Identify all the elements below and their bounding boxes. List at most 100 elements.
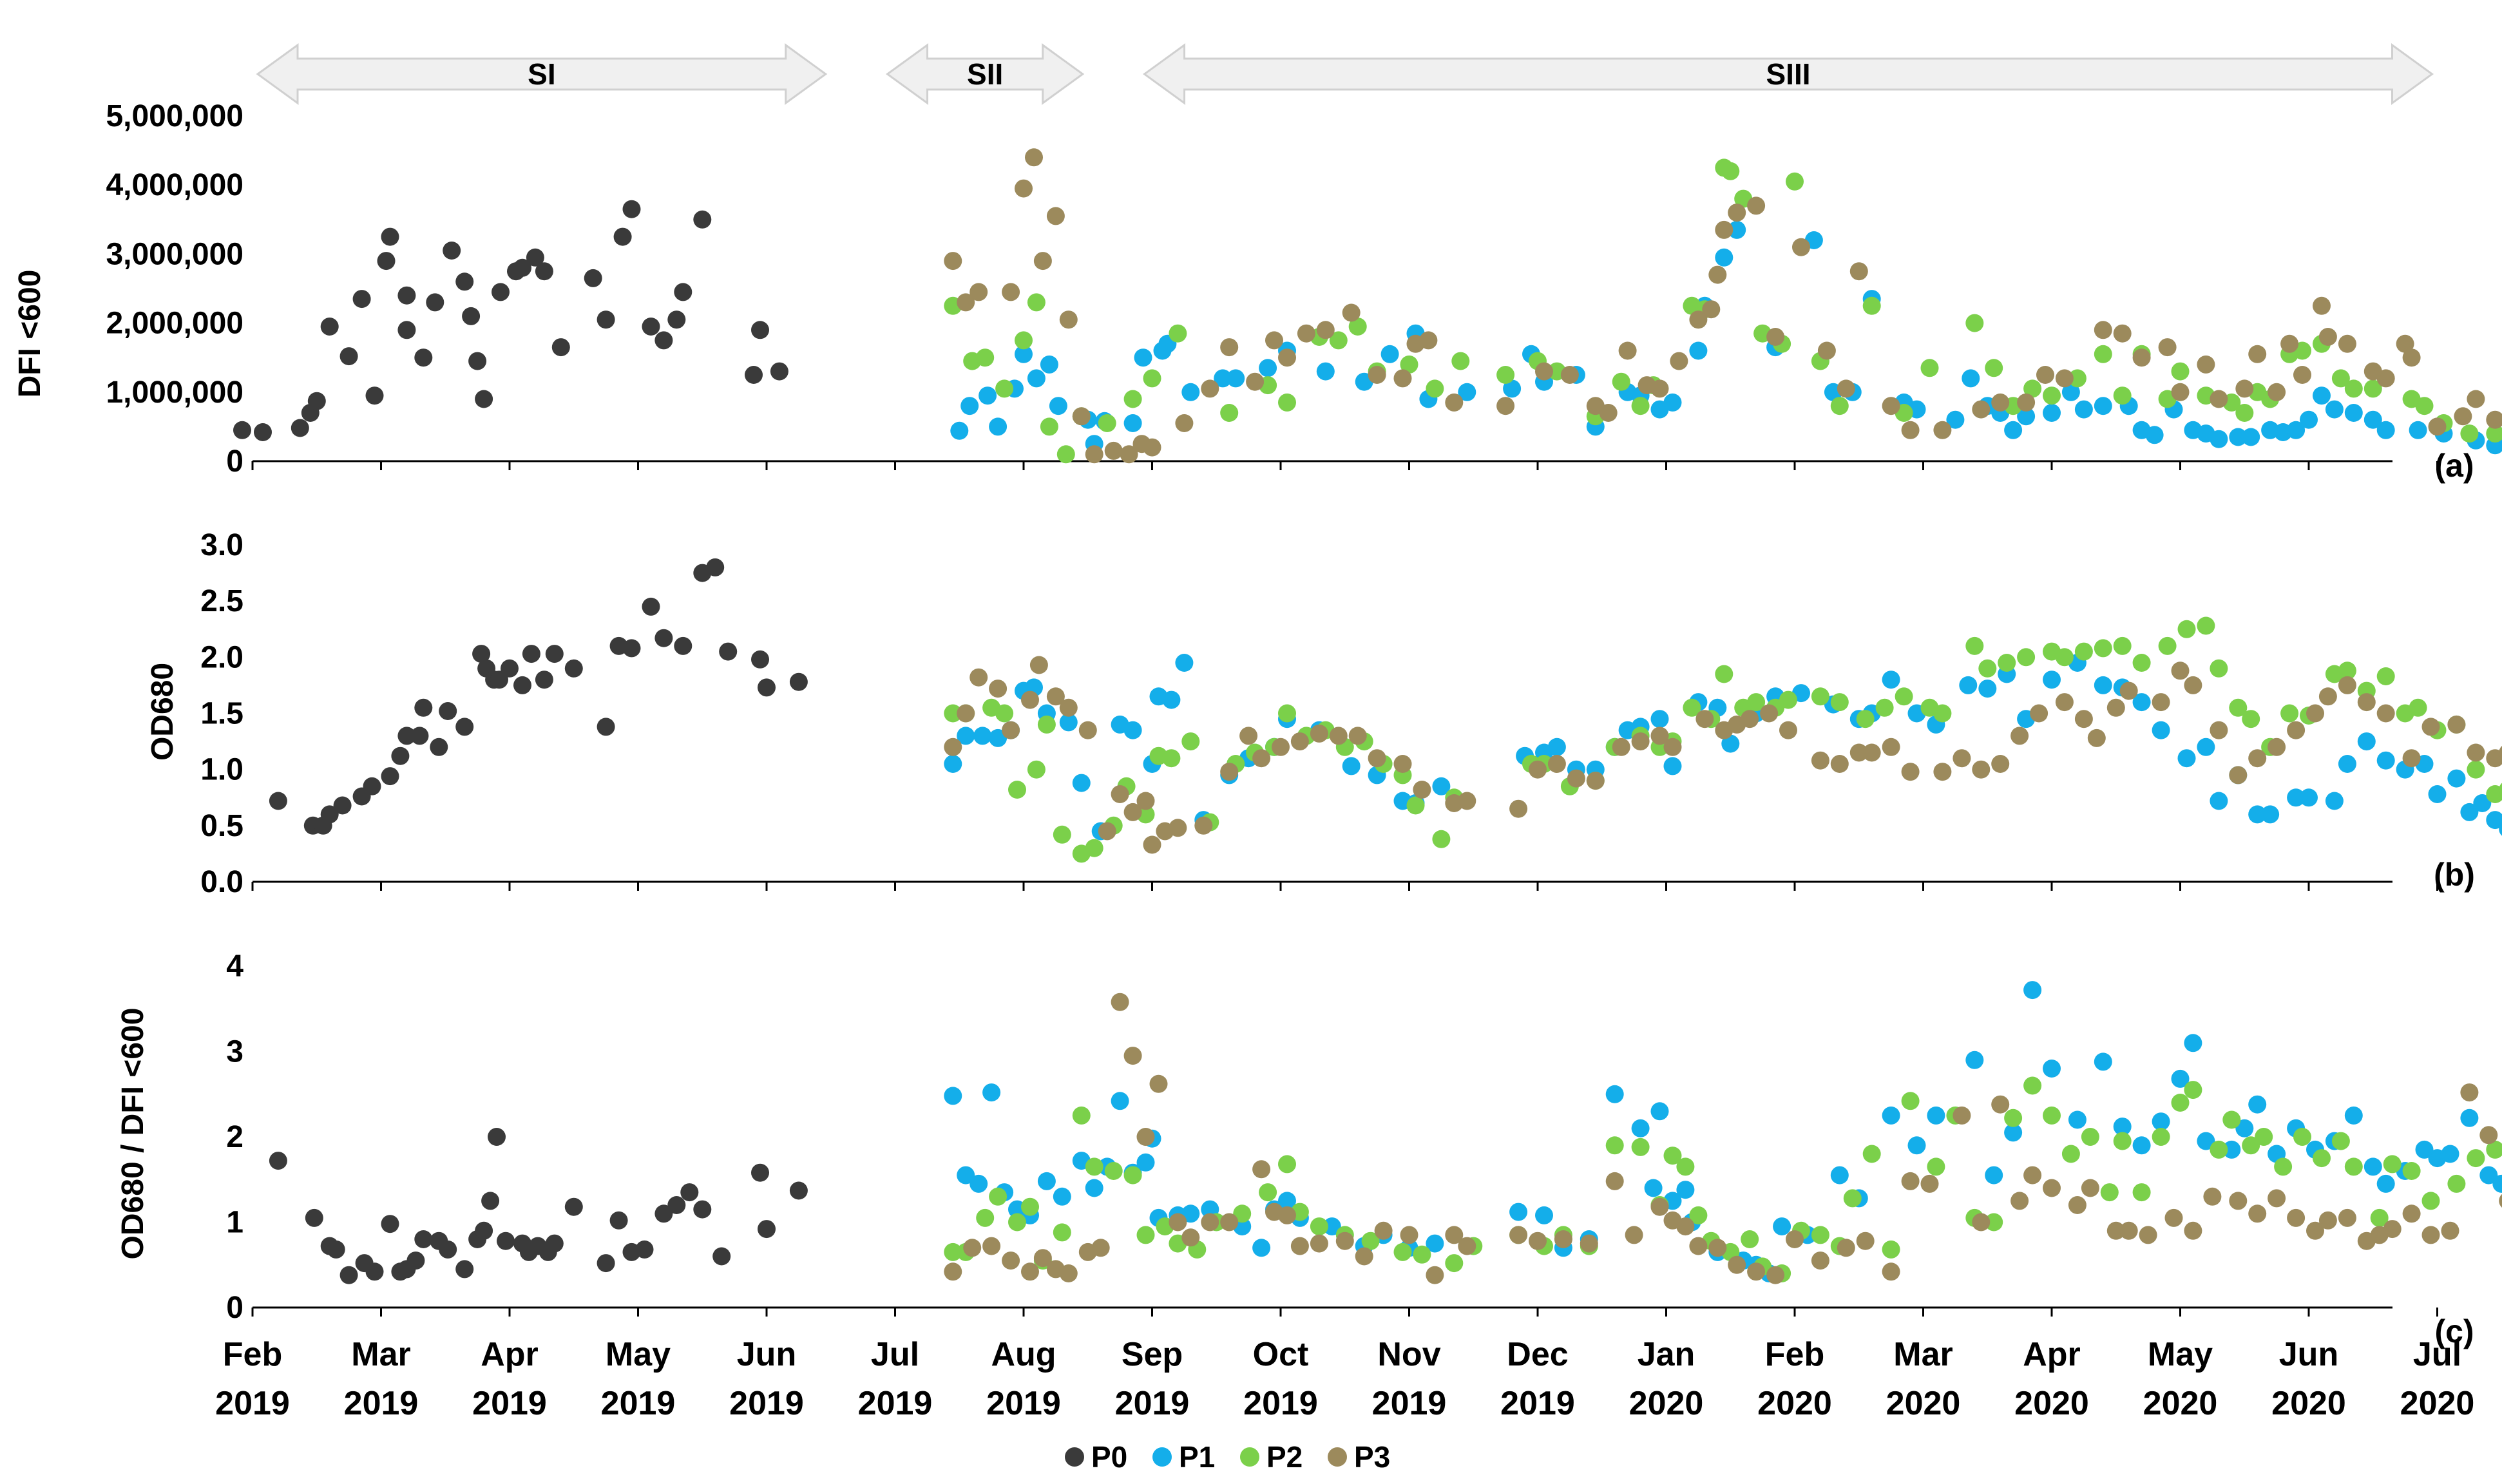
data-point: [1689, 1206, 1708, 1224]
data-point: [307, 392, 326, 410]
data-point: [789, 672, 808, 691]
data-point: [1046, 687, 1065, 706]
y-tick-label: 3: [226, 1035, 244, 1069]
data-point: [2210, 659, 2228, 678]
data-point: [1021, 1197, 1039, 1216]
data-point: [2222, 1110, 2241, 1129]
data-point: [1689, 310, 1708, 329]
data-point: [2017, 648, 2036, 667]
data-point: [462, 307, 481, 325]
data-point: [1290, 732, 1309, 751]
data-point: [1426, 1266, 1444, 1284]
data-point: [2171, 1069, 2190, 1088]
data-point: [2274, 1157, 2293, 1176]
data-point: [1049, 397, 1067, 415]
data-point: [2261, 805, 2280, 824]
data-point: [1143, 835, 1161, 854]
data-point: [2357, 732, 2376, 751]
season-arrows: SI SII SIII: [256, 43, 2434, 105]
data-point: [2197, 737, 2215, 756]
data-point: [1368, 749, 1386, 768]
series-p3: [944, 148, 2502, 464]
data-point: [2338, 755, 2356, 773]
data-point: [2499, 783, 2502, 797]
y-tick-label: 2.5: [200, 584, 244, 618]
data-point: [1002, 721, 1020, 739]
data-point: [2235, 379, 2254, 398]
x-tick-year: 2019: [858, 1385, 933, 1422]
data-point: [1290, 1237, 1309, 1255]
data-point: [2184, 1221, 2202, 1240]
data-point: [2055, 648, 2074, 667]
data-point: [2338, 661, 2356, 680]
data-point: [2068, 369, 2087, 388]
y-tick-label: 2: [226, 1120, 244, 1154]
data-point: [1985, 1213, 2003, 1232]
series-p1: [944, 654, 2502, 841]
data-point: [2248, 345, 2267, 363]
data-point: [989, 1187, 1007, 1206]
data-point: [1451, 352, 1470, 370]
x-tick-month: Sep: [1122, 1336, 1183, 1373]
data-point: [1920, 359, 1939, 377]
data-point: [1509, 1226, 1528, 1244]
data-point: [2383, 1220, 2402, 1239]
data-point: [1650, 1102, 1669, 1121]
data-point: [2376, 667, 2395, 685]
data-point: [944, 252, 962, 271]
data-point: [995, 704, 1014, 723]
data-point: [2268, 737, 2286, 756]
data-point: [2222, 1140, 2241, 1159]
data-point: [706, 558, 725, 576]
data-point: [2043, 404, 2061, 422]
data-point: [1882, 671, 1900, 689]
data-point: [1965, 314, 1984, 332]
data-point: [1972, 1213, 1991, 1232]
data-point: [1098, 822, 1116, 841]
data-point: [1085, 839, 1103, 857]
data-point: [2171, 362, 2190, 381]
data-point: [1085, 1157, 1103, 1176]
data-point: [1779, 721, 1797, 739]
season-label: SII: [967, 57, 1003, 91]
data-point: [2460, 1108, 2479, 1127]
points-c: [269, 981, 2502, 1284]
data-point: [597, 310, 615, 329]
data-point: [1547, 755, 1566, 773]
data-point: [2094, 345, 2112, 363]
data-point: [1605, 1085, 1624, 1103]
data-point: [1953, 1106, 1971, 1125]
data-point: [2081, 1179, 2099, 1197]
data-point: [2325, 792, 2344, 810]
data-point: [2043, 386, 2061, 405]
data-point: [2242, 710, 2260, 728]
data-point: [2383, 1155, 2402, 1174]
data-point: [2313, 386, 2331, 405]
data-point: [1406, 796, 1425, 815]
data-point: [969, 283, 988, 301]
data-point: [642, 597, 660, 616]
data-point: [2087, 728, 2106, 747]
data-point: [2043, 1179, 2061, 1197]
data-point: [719, 642, 738, 661]
data-point: [2486, 410, 2502, 429]
data-point: [564, 1197, 583, 1216]
data-point: [1978, 659, 1997, 678]
data-point: [1496, 397, 1515, 415]
data-point: [1786, 172, 1804, 191]
data-point: [1169, 324, 1187, 343]
x-tick-year: 2019: [1115, 1385, 1190, 1422]
data-point: [2094, 1052, 2112, 1071]
data-point: [1631, 732, 1650, 751]
legend: P0 P1 P2 P3: [1065, 1440, 1390, 1474]
x-tick-year: 2020: [1757, 1385, 1832, 1422]
data-point: [2479, 1126, 2498, 1145]
x-tick-year: 2020: [2400, 1385, 2475, 1422]
data-point: [475, 1221, 493, 1240]
x-tick-month: Apr: [481, 1336, 539, 1373]
data-point: [1059, 310, 1078, 329]
data-point: [1220, 763, 1239, 781]
data-point: [1008, 781, 1026, 799]
data-point: [1220, 1213, 1239, 1232]
data-point: [2074, 400, 2093, 419]
